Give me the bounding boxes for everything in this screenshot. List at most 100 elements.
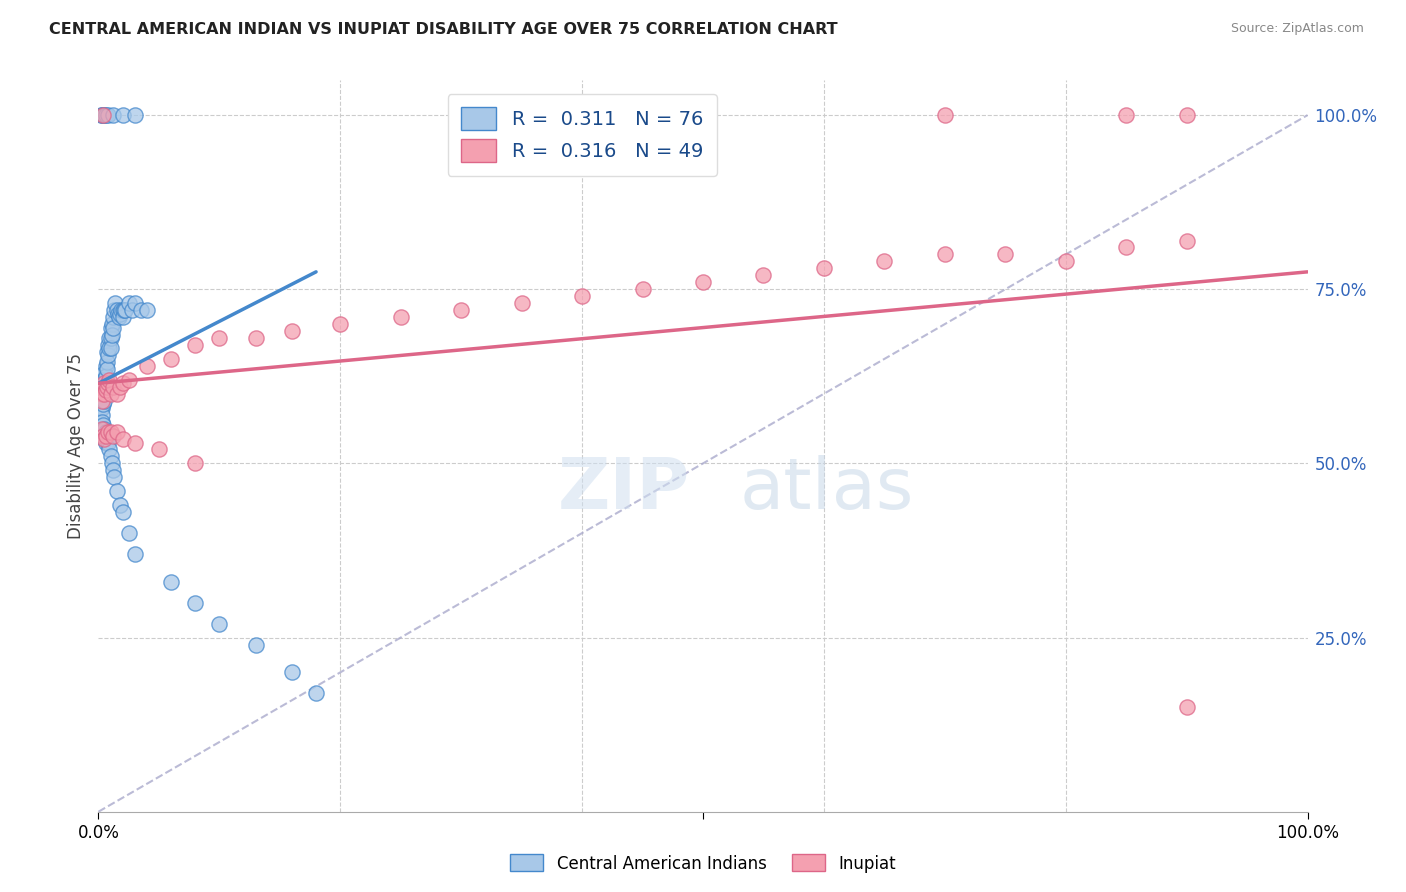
Point (934, 247, 956, 261)
Point (103, 470, 125, 484)
Point (208, 616, 231, 631)
Point (118, 373, 141, 387)
Point (91, 390, 114, 404)
Point (90, 393, 112, 408)
Point (281, 665, 304, 680)
Point (96, 355, 118, 369)
Point (631, 282, 654, 296)
Point (100, 327, 122, 342)
Point (101, 380, 124, 394)
Y-axis label: Disability Age Over 75: Disability Age Over 75 (66, 353, 84, 539)
Point (208, 331, 231, 345)
Point (100, 320, 122, 334)
Point (305, 686, 328, 700)
Point (96, 362, 118, 376)
Point (184, 338, 207, 352)
Point (450, 303, 472, 318)
Point (111, 432, 134, 446)
Point (124, 547, 146, 561)
Text: ZIP: ZIP (558, 456, 690, 524)
Point (93, 432, 115, 446)
Point (100, 342, 122, 356)
Point (91, 380, 114, 394)
Point (91, 408, 114, 422)
Point (101, 320, 124, 334)
Point (91, 384, 114, 398)
Point (111, 505, 134, 519)
Point (1175, 234, 1198, 248)
Point (94, 380, 117, 394)
Point (91, 373, 114, 387)
Point (93, 393, 115, 408)
Point (105, 425, 128, 439)
Point (571, 289, 593, 303)
Point (91, 415, 114, 429)
Point (994, 247, 1017, 261)
Point (91, 418, 114, 433)
Point (129, 303, 152, 318)
Point (934, 108, 956, 122)
Point (94, 108, 117, 122)
Point (160, 351, 183, 366)
Point (93, 366, 115, 380)
Point (93, 373, 115, 387)
Point (184, 457, 207, 471)
Point (90, 108, 112, 122)
Point (100, 317, 122, 331)
Point (124, 296, 146, 310)
Point (94, 435, 117, 450)
Point (101, 428, 124, 442)
Point (98, 331, 121, 345)
Point (98, 342, 121, 356)
Point (98, 373, 121, 387)
Text: Source: ZipAtlas.com: Source: ZipAtlas.com (1230, 22, 1364, 36)
Point (101, 310, 124, 325)
Point (93, 376, 115, 391)
Point (105, 386, 128, 401)
Point (813, 261, 835, 276)
Point (108, 380, 131, 394)
Point (91, 108, 114, 122)
Point (111, 310, 134, 325)
Point (107, 307, 129, 321)
Point (1175, 700, 1198, 714)
Point (112, 303, 135, 318)
Point (100, 331, 122, 345)
Point (97, 425, 120, 439)
Point (752, 268, 775, 283)
Point (101, 108, 124, 122)
Text: atlas: atlas (740, 456, 914, 524)
Point (118, 296, 141, 310)
Point (97, 376, 120, 391)
Point (1115, 240, 1137, 254)
Point (105, 303, 128, 318)
Point (94, 425, 117, 439)
Point (135, 303, 157, 318)
Point (93, 386, 115, 401)
Point (1175, 108, 1198, 122)
Point (873, 254, 896, 268)
Point (108, 310, 131, 325)
Point (89, 386, 111, 401)
Point (91, 108, 114, 122)
Point (93, 432, 115, 446)
Point (135, 359, 157, 373)
Point (103, 303, 125, 318)
Point (148, 442, 170, 457)
Point (124, 435, 146, 450)
Point (94, 384, 117, 398)
Point (692, 275, 714, 289)
Point (111, 376, 134, 391)
Legend: Central American Indians, Inupiat: Central American Indians, Inupiat (503, 847, 903, 880)
Point (97, 338, 120, 352)
Point (101, 463, 124, 477)
Point (389, 310, 412, 325)
Point (91, 425, 114, 439)
Point (91, 376, 114, 391)
Point (96, 345, 118, 359)
Point (118, 526, 141, 541)
Point (94, 359, 117, 373)
Point (98, 442, 121, 457)
Point (160, 574, 183, 589)
Text: CENTRAL AMERICAN INDIAN VS INUPIAT DISABILITY AGE OVER 75 CORRELATION CHART: CENTRAL AMERICAN INDIAN VS INUPIAT DISAB… (49, 22, 838, 37)
